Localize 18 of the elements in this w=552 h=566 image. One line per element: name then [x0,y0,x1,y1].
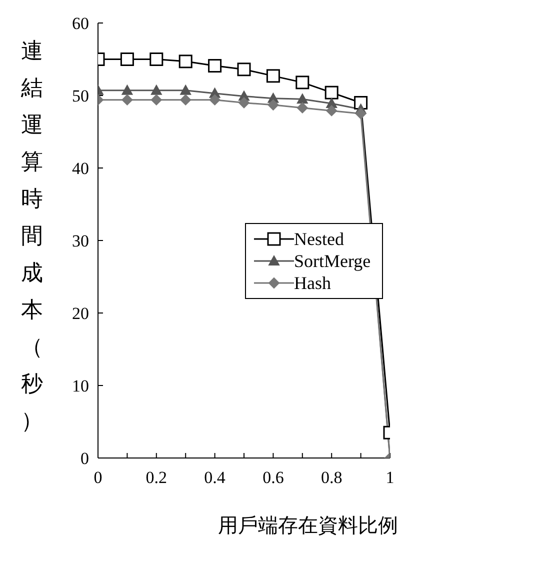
x-axis-title: 用戶端存在資料比例 [217,512,399,539]
x-tick-label: 1 [386,468,394,488]
y-tick-label: 60 [72,14,89,34]
x-tick-label: 0.4 [204,468,226,488]
y-tick-label: 50 [72,86,89,106]
y-tick-label: 40 [72,159,89,178]
y-tick-label: 20 [72,304,89,324]
legend-label: Nested [294,228,344,250]
x-tick-label: 0.6 [262,468,284,488]
x-tick-label: 0.8 [320,468,342,488]
y-tick-label: 10 [72,376,89,396]
x-tick-label: 0.2 [146,468,168,488]
y-tick-label: 0 [80,449,89,468]
legend-label: Hash [294,272,331,294]
text: 連結運算時間成本（秒） [21,39,43,434]
x-tick-label: 0 [94,468,102,488]
y-tick-label: 30 [72,232,89,251]
legend-label: SortMerge [294,250,371,272]
